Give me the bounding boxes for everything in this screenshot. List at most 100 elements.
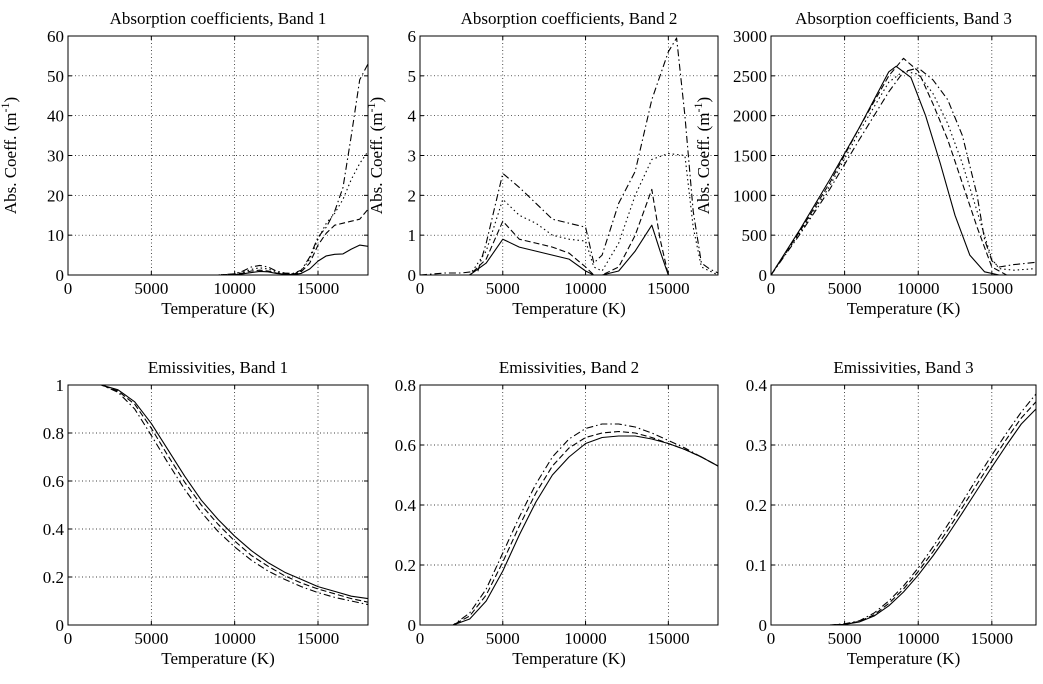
y-tick-label: 0.8 [395, 376, 416, 395]
plot-frame [67, 35, 369, 276]
series-line-dashed [420, 188, 718, 275]
x-tick-label: 10000 [564, 279, 607, 298]
series-line-dashdot [420, 423, 718, 625]
x-tick-label: 5000 [134, 279, 168, 298]
plot-frame [770, 384, 1037, 626]
chart-panel-emi3: 0 5000 10000 15000 0 0.1 0.2 0.3 0.4 Emissivities… [746, 358, 1037, 668]
series-line-dashed [771, 401, 1036, 625]
y-tick-label: 0 [759, 266, 768, 285]
series-line-dashed [68, 385, 368, 603]
series-group [771, 393, 1036, 625]
chart-title: Absorption coefficients, Band 3 [795, 9, 1012, 28]
x-axis-label: Temperature (K) [512, 299, 626, 318]
y-tick-label: 5 [408, 67, 417, 86]
x-tick-label: 0 [767, 279, 776, 298]
series-line-dashdot [420, 37, 718, 275]
y-tick-label: 3000 [733, 27, 767, 46]
y-tick-label: 2500 [733, 67, 767, 86]
y-tick-label: 0.1 [746, 556, 767, 575]
y-tick-label: 1500 [733, 147, 767, 166]
y-tick-label: 1000 [733, 186, 767, 205]
x-tick-label: 0 [416, 279, 425, 298]
chart-panel-abs2: 0 5000 10000 15000 0 1 2 3 4 5 6 Absorption coeffic… [364, 9, 719, 318]
y-tick-label: 2000 [733, 107, 767, 126]
x-tick-label: 0 [767, 629, 776, 648]
x-tick-label: 5000 [828, 279, 862, 298]
y-tick-label: 40 [47, 107, 64, 126]
x-axis-label: Temperature (K) [847, 649, 961, 668]
y-tick-label: 0.4 [746, 376, 768, 395]
chart-panel-emi1: 0 5000 10000 15000 0 0.2 0.4 0.6 0.8 1 Emissivitie… [43, 358, 369, 668]
x-tick-label: 10000 [564, 629, 607, 648]
x-tick-label: 15000 [971, 279, 1014, 298]
y-tick-label: 1 [56, 376, 65, 395]
x-tick-label: 0 [64, 279, 73, 298]
y-tick-label: 0.8 [43, 424, 64, 443]
y-tick-label: 0.2 [43, 568, 64, 587]
plot-frame [419, 35, 719, 276]
y-tick-label: 0.2 [395, 556, 416, 575]
chart-panel-abs3: 0 5000 10000 15000 0 500 1000 1500 2000 2500 3000 A… [691, 9, 1037, 318]
y-tick-label: 0.6 [395, 436, 416, 455]
series-line-dashdot [771, 67, 1036, 275]
x-tick-label: 0 [64, 629, 73, 648]
y-axis-label: Abs. Coeff. (m-1) [0, 97, 20, 214]
series-group [68, 385, 368, 606]
series-line-solid [771, 65, 1036, 275]
plot-area [420, 385, 718, 625]
x-tick-label: 15000 [647, 629, 690, 648]
x-tick-label: 15000 [297, 279, 340, 298]
chart-title: Absorption coefficients, Band 2 [461, 9, 678, 28]
series-group [771, 57, 1036, 275]
plot-area [68, 385, 368, 625]
x-axis-label: Temperature (K) [512, 649, 626, 668]
y-tick-label: 0 [408, 266, 417, 285]
series-line-dashed [771, 57, 1036, 275]
y-axis-label: Abs. Coeff. (m-1) [691, 97, 713, 214]
y-tick-label: 0 [759, 616, 768, 635]
y-tick-label: 0 [56, 266, 65, 285]
y-tick-label: 1 [408, 226, 417, 245]
x-tick-label: 15000 [647, 279, 690, 298]
plot-area [68, 36, 368, 275]
chart-panel-abs1: 0 5000 10000 15000 0 10 20 30 40 50 60 Absorption c… [0, 9, 369, 318]
chart-panel-emi2: 0 5000 10000 15000 0 0.2 0.4 0.6 0.8 Emissivities… [395, 358, 719, 668]
x-tick-label: 10000 [897, 279, 940, 298]
y-tick-label: 30 [47, 147, 64, 166]
y-tick-label: 20 [47, 186, 64, 205]
x-axis-label: Temperature (K) [847, 299, 961, 318]
x-tick-label: 5000 [486, 629, 520, 648]
y-tick-label: 0.2 [746, 496, 767, 515]
y-tick-label: 0.4 [395, 496, 417, 515]
series-line-dashed [420, 430, 718, 625]
x-tick-label: 15000 [971, 629, 1014, 648]
y-tick-label: 60 [47, 27, 64, 46]
y-axis-label: Abs. Coeff. (m-1) [364, 97, 386, 214]
plot-frame [419, 384, 719, 626]
plot-frame [770, 35, 1037, 276]
x-tick-label: 10000 [213, 629, 256, 648]
x-axis-label: Temperature (K) [161, 299, 275, 318]
series-line-solid [68, 385, 368, 600]
y-tick-label: 0.4 [43, 520, 65, 539]
series-line-dashdot [68, 63, 368, 275]
series-group [420, 423, 718, 625]
chart-title: Emissivities, Band 1 [148, 358, 288, 377]
chart-title: Emissivities, Band 3 [833, 358, 973, 377]
x-axis-label: Temperature (K) [161, 649, 275, 668]
plot-area [771, 385, 1036, 625]
plot-frame [67, 384, 369, 626]
series-line-solid [420, 224, 718, 275]
y-tick-label: 10 [47, 226, 64, 245]
y-tick-label: 500 [742, 226, 768, 245]
y-tick-label: 3 [408, 147, 417, 166]
y-tick-label: 0.6 [43, 472, 64, 491]
x-tick-label: 5000 [486, 279, 520, 298]
x-tick-label: 10000 [213, 279, 256, 298]
y-tick-label: 2 [408, 186, 417, 205]
x-tick-label: 10000 [897, 629, 940, 648]
chart-title: Absorption coefficients, Band 1 [110, 9, 327, 28]
y-tick-label: 0 [56, 616, 65, 635]
y-tick-label: 4 [408, 107, 417, 126]
